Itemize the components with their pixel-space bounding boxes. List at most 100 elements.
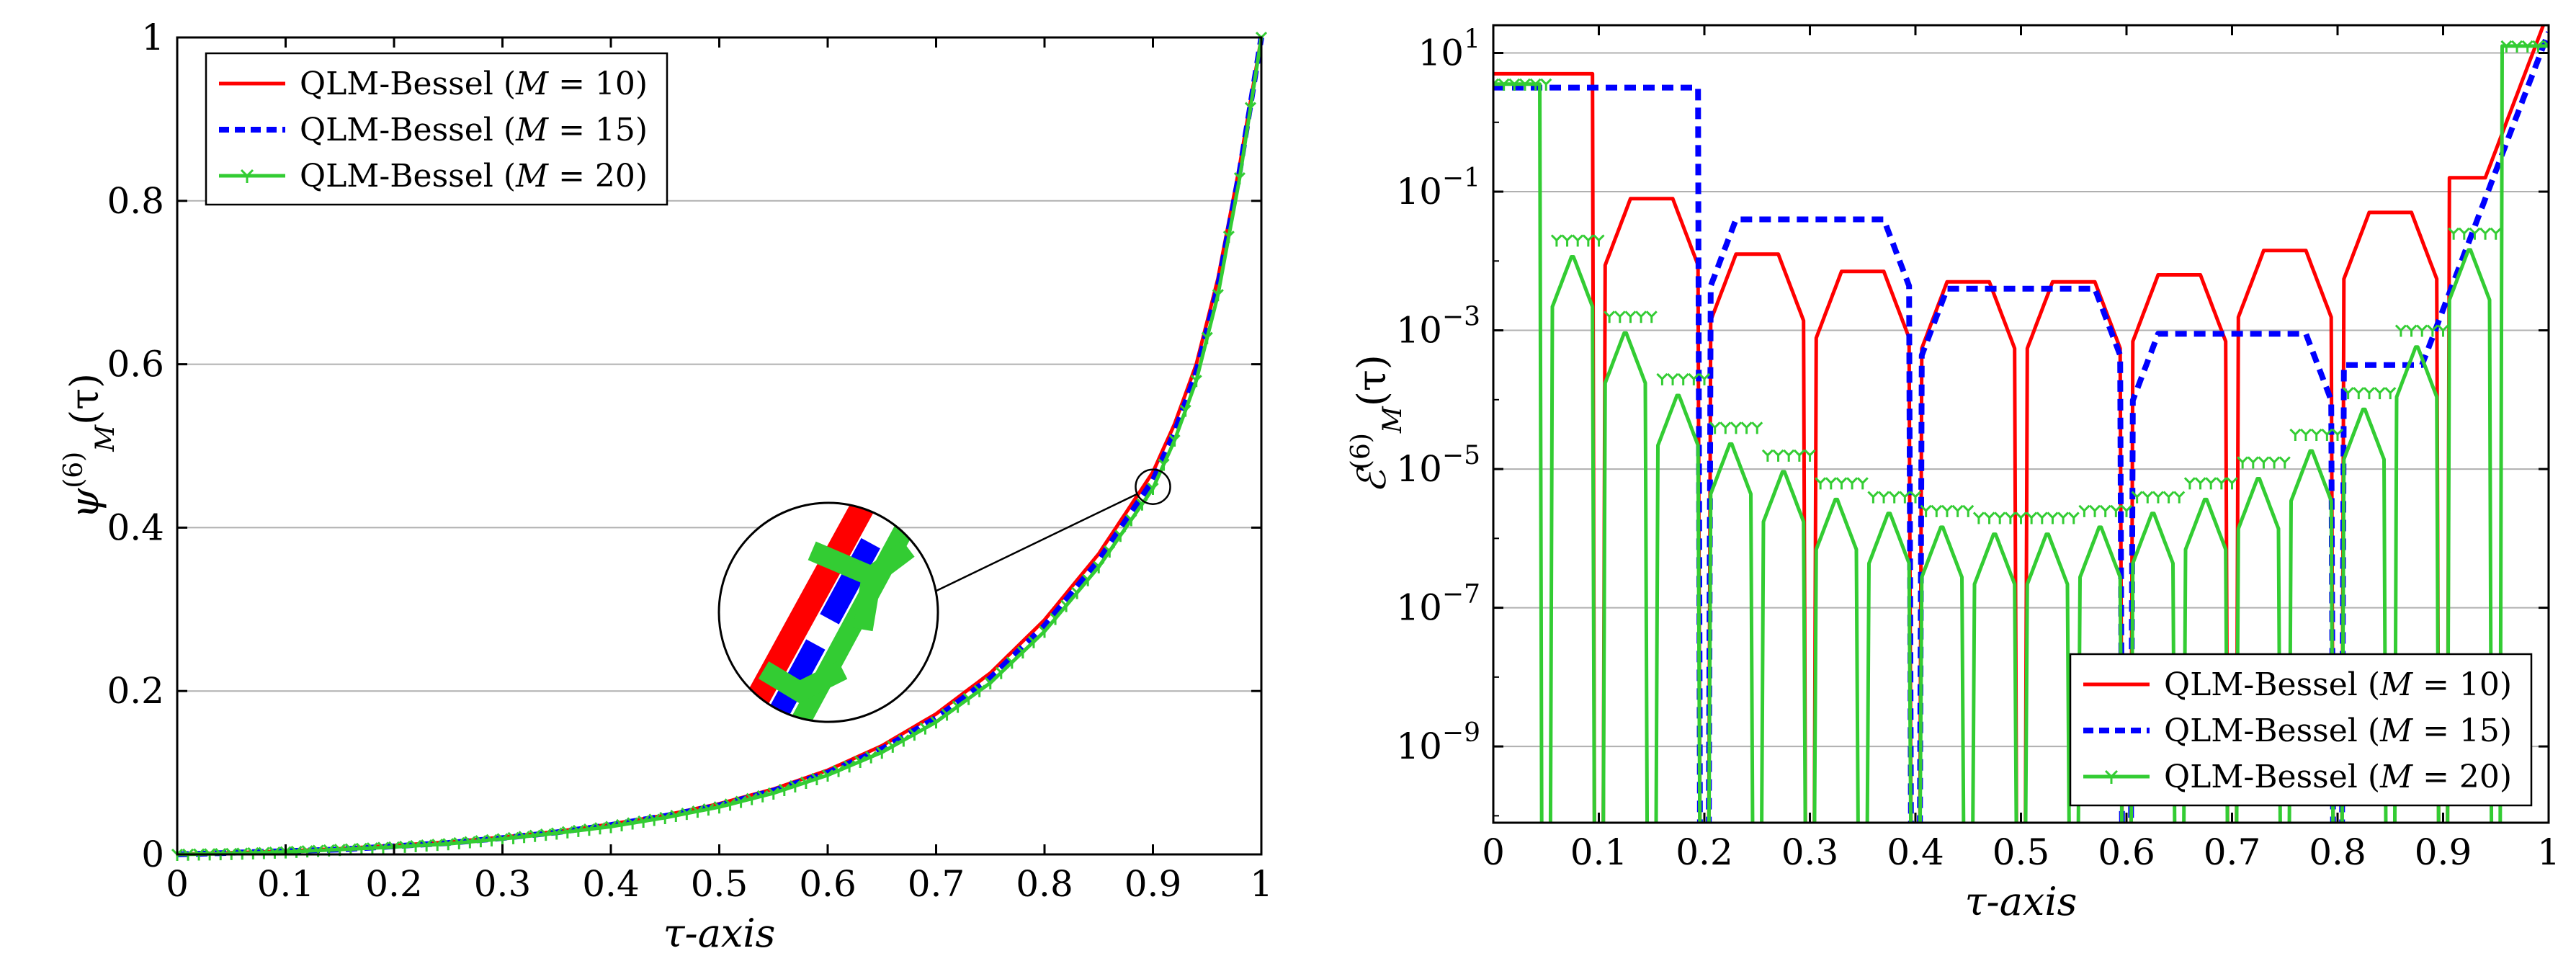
right-marker-point (2004, 511, 2016, 524)
right-marker-point (2099, 504, 2111, 517)
left-marker-point (1168, 434, 1181, 447)
left-marker-point (810, 772, 823, 785)
legend-label-value: = 20) (2412, 759, 2512, 795)
left-marker-point (442, 838, 455, 851)
right-marker-point (2299, 428, 2312, 441)
legend-label-var: M (2379, 712, 2413, 749)
left-marker-point (377, 841, 390, 854)
left-marker-point (876, 746, 888, 759)
zoom-inset (717, 468, 1171, 723)
right-x-axis-label: τ-axis (1965, 879, 2078, 924)
right-y-tick-base: 10 (1396, 310, 1442, 352)
right-marker-point (1614, 310, 1626, 323)
right-marker-point (2469, 227, 2481, 240)
right-marker-point (1740, 421, 1753, 434)
left-marker-point (550, 827, 563, 840)
left-marker-point (1114, 530, 1127, 542)
right-marker-point (1931, 504, 1943, 517)
left-x-tick-label: 0.5 (691, 863, 748, 905)
left-marker-point (973, 684, 985, 697)
left-y-tick-label: 0 (141, 834, 164, 875)
right-grid (1493, 52, 2549, 748)
left-marker-point (1201, 331, 1213, 344)
left-marker-point (627, 817, 639, 830)
right-marker-point (1604, 310, 1616, 323)
left-marker-point (984, 676, 996, 689)
right-marker-point (1508, 78, 1521, 91)
right-marker-point (1793, 449, 1805, 462)
left-marker-point (1147, 482, 1159, 495)
left-marker-point (1212, 289, 1224, 302)
legend-label-prefix: QLM-Bessel ( (300, 66, 516, 102)
left-marker-point (670, 809, 682, 823)
left-marker-point (496, 833, 509, 846)
right-marker-point (2500, 40, 2513, 53)
right-marker-point (1877, 491, 1890, 504)
legend-label-value: = 10) (2412, 666, 2512, 703)
right-marker-point (1719, 421, 1732, 434)
right-x-tick-label: 1 (2537, 831, 2560, 873)
left-marker-point (1244, 102, 1257, 115)
right-marker-point (2542, 40, 2549, 53)
right-ylabel-e: ℰ (1349, 466, 1395, 493)
right-y-axis-label: ℰ(6)M(τ) (1346, 354, 1408, 493)
right-y-tick-base: 10 (1396, 171, 1442, 213)
right-y-tick-exp: −9 (1442, 718, 1480, 748)
legend-label-value: = 10) (548, 66, 648, 102)
left-marker-point (767, 787, 779, 800)
left-marker-point (1027, 635, 1040, 648)
right-marker-point (1941, 504, 1954, 517)
zoom-inset-border (717, 501, 939, 723)
right-marker-point (1709, 421, 1721, 434)
right-x-tick-label: 0.5 (1993, 831, 2050, 873)
right-x-tick-label: 0.6 (2098, 831, 2155, 873)
left-x-tick-label: 0.2 (365, 863, 423, 905)
right-legend-marker (2104, 769, 2119, 784)
left-x-tick-label: 1 (1250, 863, 1273, 905)
left-marker-point (778, 783, 790, 796)
right-marker-point (2183, 477, 2196, 490)
right-marker-point (2448, 227, 2460, 240)
right-marker-point (2437, 324, 2449, 337)
right-marker-point (1498, 78, 1510, 91)
right-x-tick-label: 0 (1482, 831, 1505, 873)
left-marker-point (507, 831, 519, 844)
left-marker-point (1104, 545, 1116, 558)
right-marker-point (2205, 477, 2217, 490)
left-marker-point (431, 839, 444, 852)
left-marker-point (724, 798, 736, 811)
left-marker-point (453, 836, 465, 849)
right-marker-point (2194, 477, 2206, 490)
right-y-tick-base: 10 (1396, 587, 1442, 629)
left-legend: QLM-Bessel (M = 10)QLM-Bessel (M = 15)QL… (205, 52, 668, 206)
right-marker-point (1635, 310, 1647, 323)
right-marker-point (2331, 428, 2344, 441)
left-marker-point (735, 795, 747, 808)
left-marker-point (398, 840, 411, 853)
right-marker-point (2363, 387, 2376, 400)
left-marker-point (540, 828, 552, 841)
left-marker-point (789, 779, 801, 792)
left-x-tick-label: 0.6 (799, 863, 857, 905)
left-legend-label-m15: QLM-Bessel (M = 15) (300, 112, 648, 148)
left-y-axis-label: ψ(6)M(τ) (59, 373, 120, 519)
left-ylabel-psi: ψ (62, 488, 107, 519)
left-marker-point (464, 836, 476, 849)
left-y-tick-label: 0.6 (107, 344, 164, 385)
left-marker-point (1060, 599, 1073, 612)
zoom-series-m10 (735, 503, 879, 722)
right-marker-point (2353, 387, 2365, 400)
right-marker-point (2374, 387, 2386, 400)
left-marker-point (746, 792, 758, 805)
legend-label-var: M (515, 66, 549, 102)
zoom-connector-line (936, 493, 1138, 592)
right-series-layer (1493, 25, 2549, 823)
right-marker-point (1867, 491, 1879, 504)
right-marker-point (1899, 491, 1911, 504)
left-series-layer (171, 31, 1268, 861)
right-marker-point (2088, 504, 2101, 517)
legend-label-var: M (515, 112, 549, 148)
right-series-line-m10 (1493, 25, 2546, 823)
right-marker-point (2278, 456, 2291, 469)
